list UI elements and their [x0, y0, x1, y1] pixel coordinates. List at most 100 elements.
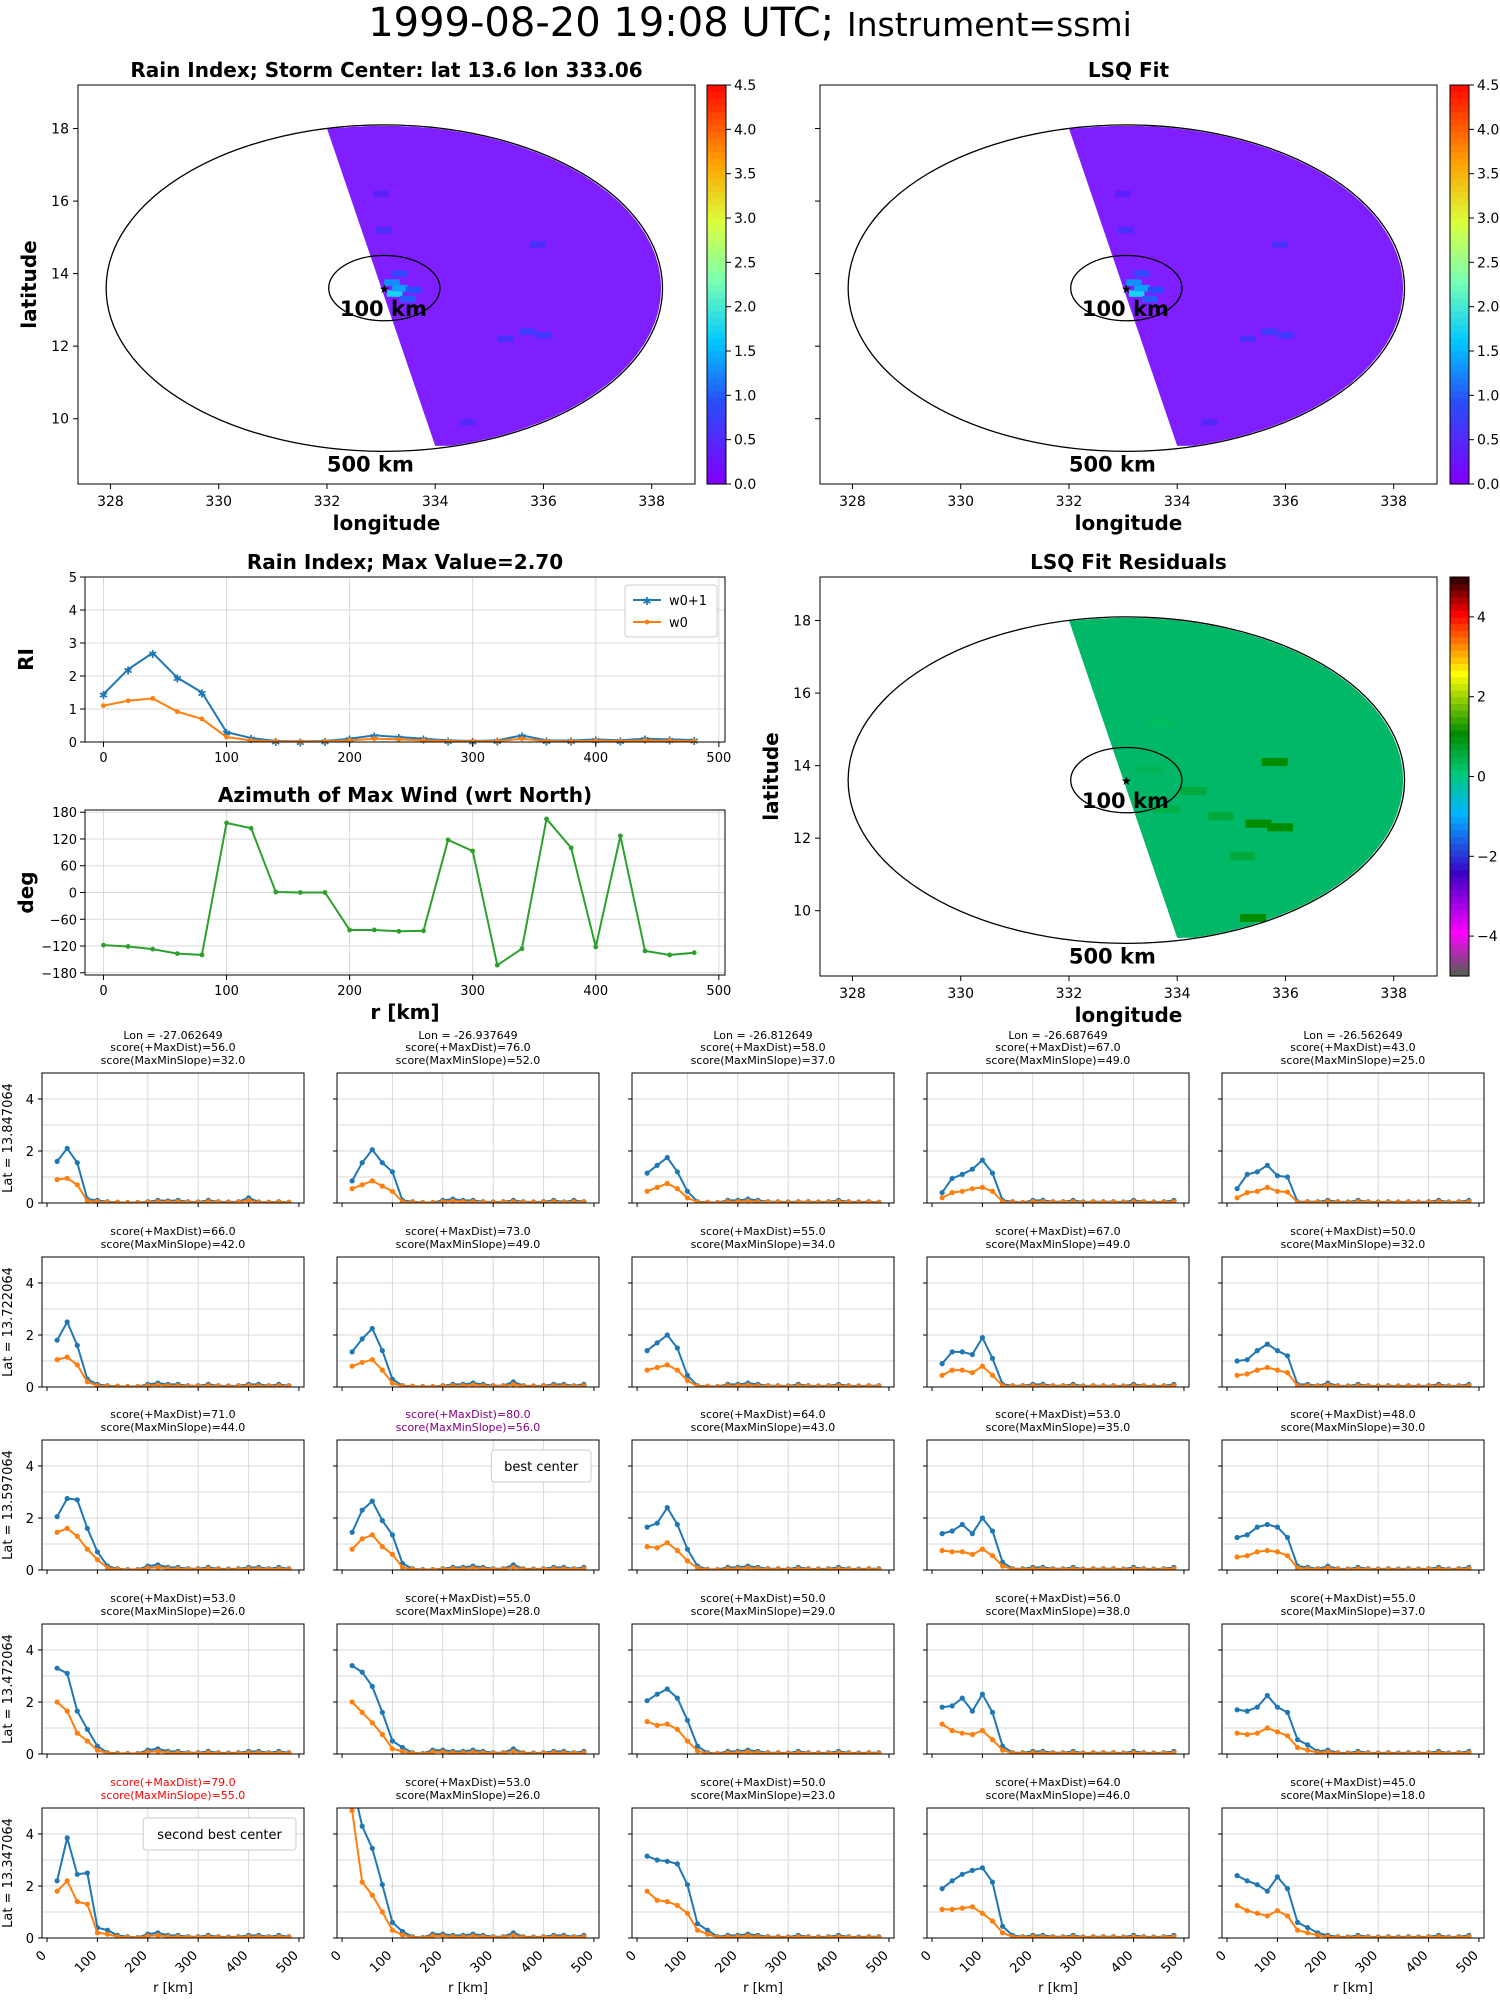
y-tick-label: 14: [793, 759, 811, 775]
x-tick-label: 200: [337, 984, 362, 999]
series-marker-w0: [999, 1383, 1006, 1387]
series-marker-w0: [654, 1184, 660, 1190]
series-marker-w0: [1284, 1913, 1291, 1919]
series-marker-w0: [1030, 1383, 1036, 1387]
series-marker-w0: [644, 1544, 650, 1550]
series-marker-w0: [349, 1363, 355, 1369]
series-marker-w0: [825, 1199, 832, 1203]
series-marker-w1: [1274, 1704, 1281, 1710]
series-marker-w0: [54, 1357, 60, 1363]
colorbar-band: [707, 151, 726, 159]
series-marker-w0: [369, 1178, 375, 1184]
colorbar-band: [1450, 390, 1469, 399]
series-marker-w0: [54, 1699, 60, 1705]
cell-score-maxdist: score(+MaxDist)=55.0: [700, 1225, 825, 1238]
colorbar-band: [1450, 650, 1469, 658]
series-marker-w0: [266, 1199, 272, 1203]
series-marker-w0: [775, 1934, 781, 1938]
swath-fill: [1068, 125, 1404, 446]
series-marker-w0: [959, 1730, 965, 1736]
colorbar-band: [1450, 896, 1469, 904]
series-marker-w0: [1171, 1199, 1177, 1203]
series-marker-w0: [215, 1750, 221, 1754]
series-marker-w0: [979, 1184, 986, 1190]
series-marker-w1: [379, 1160, 385, 1166]
colorbar-band: [1450, 610, 1469, 618]
series-line-w0: [941, 1723, 1174, 1754]
series-marker-w0: [470, 1749, 476, 1754]
axes-frame: [1221, 1807, 1485, 1939]
x-tick-label: 200: [417, 1948, 445, 1976]
series-marker-w0: [114, 1199, 121, 1203]
series-marker-w0: [1130, 1383, 1137, 1387]
series-marker-w0: [551, 1750, 557, 1754]
series-marker-w0: [490, 1750, 496, 1754]
colorbar-band: [1450, 397, 1469, 405]
colorbar-band: [707, 304, 726, 312]
series-marker-w0: [185, 1383, 191, 1387]
colorbar-tick-label: 2.0: [734, 300, 756, 316]
series-marker-w0: [1375, 1199, 1381, 1203]
series-marker-w0: [175, 1566, 181, 1570]
series-marker-w1: [664, 1505, 670, 1511]
series-marker-w0: [500, 1199, 506, 1203]
series-marker-w0: [235, 1199, 242, 1203]
series-line-w0: [646, 1541, 879, 1570]
swath-cell: [1134, 284, 1150, 292]
series-marker-w1: [1284, 1174, 1291, 1180]
series-marker-w0: [674, 1902, 680, 1909]
series-marker-w0: [520, 1750, 527, 1754]
series-marker-w0: [74, 1899, 80, 1905]
resid_map: 500 km 100 km★ 328 330 332 334 336 338 10 12 14 16 1…: [759, 550, 1498, 1027]
series-marker-w1: [939, 1886, 945, 1892]
colorbar-band: [707, 131, 726, 139]
series-marker-w0: [815, 1383, 822, 1387]
series-marker-w0: [1090, 1199, 1096, 1203]
colorbar-band: [1450, 769, 1469, 778]
series-marker-w0: [1020, 1566, 1026, 1570]
y-tick-label: 2: [69, 670, 77, 685]
series-marker-w0: [266, 1383, 272, 1387]
series-marker-w1: [654, 1162, 660, 1168]
series-marker-w0: [725, 1199, 731, 1203]
cell-score-maxminslope: score(MaxMinSlope)=55.0: [101, 1789, 246, 1802]
series-marker-w0: [969, 1731, 975, 1738]
series-marker-w0: [939, 1721, 945, 1727]
series-marker-w0: [725, 1750, 731, 1754]
series-marker-w0: [185, 1566, 191, 1570]
series-marker-w0: [1141, 1750, 1147, 1754]
series-marker-w1: [84, 1525, 90, 1531]
series-marker-w0: [1466, 1750, 1472, 1754]
series-marker-w0: [84, 1379, 90, 1385]
series-marker-w0: [1264, 1913, 1270, 1919]
series-marker-w0: [114, 1750, 121, 1754]
series-marker-w1: [369, 1147, 375, 1153]
colorbar-band: [1450, 284, 1469, 292]
series-marker-w1: [54, 1878, 60, 1884]
series-marker-w0: [735, 1383, 741, 1387]
swath-cell: [1229, 852, 1256, 861]
series-marker-w0: [540, 1383, 547, 1387]
series-marker-w1: [84, 1870, 90, 1876]
colorbar-band: [707, 91, 726, 99]
series-marker-w0: [775, 1566, 781, 1570]
cell-xlabel: r [km]: [153, 1981, 193, 1996]
map-ylabel: latitude: [17, 240, 41, 328]
series-marker-w0: [551, 1199, 557, 1203]
colorbar-band: [1450, 264, 1469, 272]
series-marker-w1: [104, 1927, 111, 1933]
series-marker-w0: [1264, 1184, 1270, 1190]
annotation-box: [142, 1817, 297, 1851]
series-marker-w0: [815, 1750, 822, 1754]
series-marker-w0: [64, 1708, 70, 1714]
grid-cell: score(+MaxDist)=56.0score(MaxMinSlope)=3…: [923, 1592, 1190, 1758]
ring-label-500km: 500 km: [1069, 452, 1156, 476]
series-marker-w1: [1244, 1171, 1250, 1177]
cell-score-maxminslope: score(MaxMinSlope)=46.0: [986, 1789, 1131, 1802]
series-marker-w0: [715, 1934, 721, 1938]
series-marker-w1: [64, 1670, 70, 1676]
series-marker-w0: [195, 1199, 201, 1203]
series-marker-w0: [644, 1888, 650, 1894]
colorbar-band: [707, 264, 726, 272]
